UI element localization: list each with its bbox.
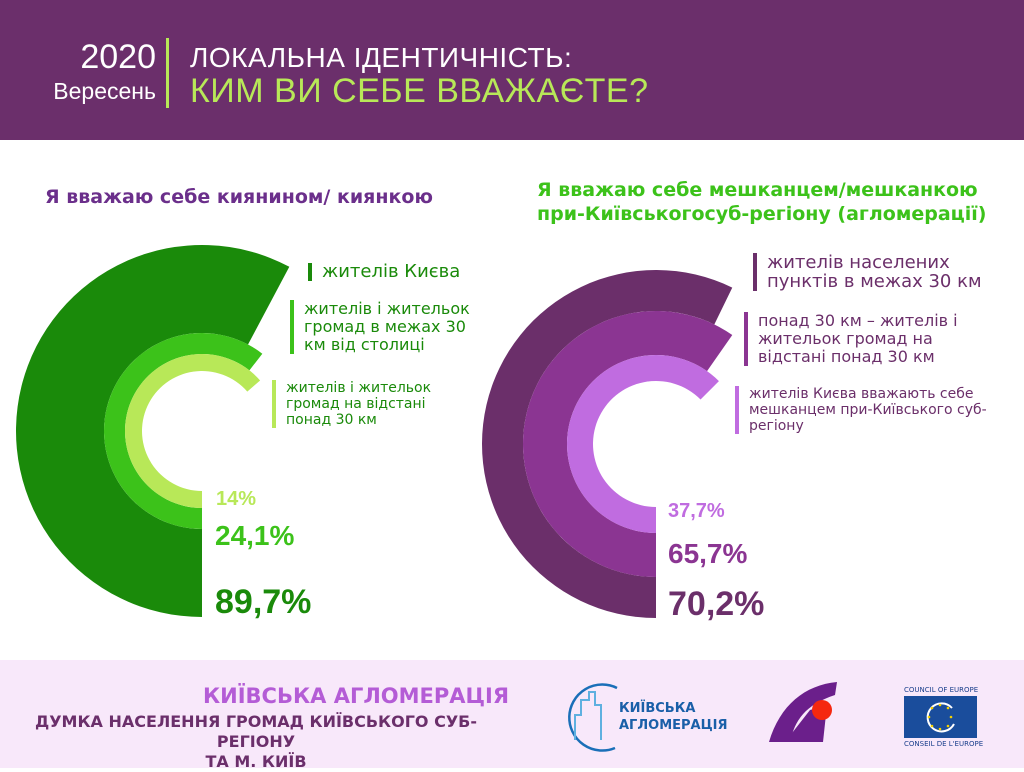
- pct-89: 89,7%: [215, 583, 312, 621]
- year: 2020: [80, 38, 156, 76]
- radial-bar-left-0: [15, 244, 290, 618]
- pct-65: 65,7%: [668, 538, 748, 569]
- legend-r-over30: понад 30 км – жителів і жительок громад …: [744, 312, 984, 366]
- subtitle-line1: ДУМКА НАСЕЛЕННЯ ГРОМАД КИЇВСЬКОГО СУБ-РЕ…: [34, 712, 478, 751]
- month: Вересень: [53, 78, 156, 104]
- coe-bottom-text: CONSEIL DE L'EUROPE: [904, 740, 984, 748]
- left-chart-title: Я вважаю себе киянином/ киянкою: [45, 186, 433, 208]
- title-line2: КИМ ВИ СЕБЕ ВВАЖАЄТЕ?: [190, 72, 649, 110]
- pct-37: 37,7%: [668, 500, 725, 522]
- right-chart-title: Я вважаю себе мешканцем/мешканкою при-Ки…: [537, 179, 987, 225]
- kyiv-agglomeration-logo-icon: [568, 683, 618, 752]
- title-line1: ЛОКАЛЬНА ІДЕНТИЧНІСТЬ:: [190, 42, 573, 73]
- radial-bar-left-2: [125, 353, 261, 508]
- divider: [166, 38, 169, 108]
- kyiv-agglomeration-logo-text: КИЇВСЬКА АГЛОМЕРАЦІЯ: [619, 700, 728, 734]
- footer-subtitle: ДУМКА НАСЕЛЕННЯ ГРОМАД КИЇВСЬКОГО СУБ-РЕ…: [0, 712, 512, 772]
- coe-top-text: COUNCIL OF EUROPE: [904, 686, 979, 694]
- legend-30km: жителів і жительок громад в межах 30 км …: [290, 300, 490, 354]
- partner-logo-icon: [769, 682, 837, 742]
- footer-title: КИЇВСЬКА АГЛОМЕРАЦІЯ: [203, 684, 509, 708]
- pct-24: 24,1%: [215, 520, 295, 551]
- logo-line2: АГЛОМЕРАЦІЯ: [619, 718, 728, 733]
- header: 2020 Вересень ЛОКАЛЬНА ІДЕНТИЧНІСТЬ: КИМ…: [0, 0, 1024, 140]
- legend-r-kyiv: жителів Києва вважають себе мешканцем пр…: [735, 386, 995, 434]
- legend-r-30km: жителів населених пунктів в межах 30 км: [753, 253, 1013, 291]
- subtitle-line2: ТА М. КИЇВ: [205, 752, 307, 771]
- footer: КИЇВСЬКА АГЛОМЕРАЦІЯ ДУМКА НАСЕЛЕННЯ ГРО…: [0, 660, 1024, 771]
- logo-line1: КИЇВСЬКА: [619, 701, 696, 716]
- radial-bar-right-0: [482, 270, 733, 618]
- council-of-europe-flag-icon: [904, 696, 977, 738]
- legend-kyiv: жителів Києва: [308, 263, 460, 281]
- radial-bar-right-2: [567, 355, 719, 533]
- radial-bar-left-1: [104, 333, 263, 529]
- radial-bar-right-1: [523, 310, 733, 577]
- pct-14: 14%: [216, 488, 257, 510]
- pct-70: 70,2%: [668, 585, 765, 623]
- legend-over30: жителів і жительок громад на відстані по…: [272, 380, 462, 428]
